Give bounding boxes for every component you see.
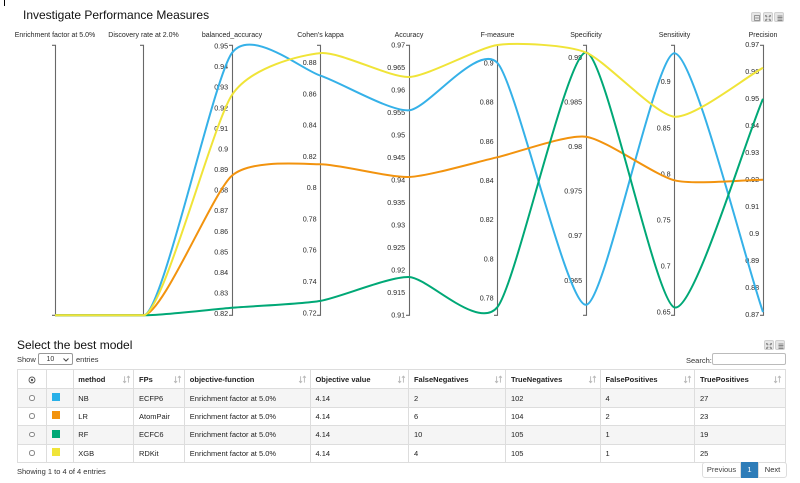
svg-text:0.82: 0.82	[214, 309, 228, 318]
svg-text:0.97: 0.97	[568, 231, 582, 240]
svg-text:Sensitivity: Sensitivity	[659, 32, 691, 39]
svg-text:0.93: 0.93	[214, 83, 228, 92]
svg-text:0.98: 0.98	[568, 142, 582, 151]
svg-text:0.97: 0.97	[745, 40, 759, 49]
svg-text:0.65: 0.65	[657, 308, 671, 317]
svg-text:0.975: 0.975	[564, 187, 582, 196]
svg-text:balanced_accuracy: balanced_accuracy	[202, 32, 263, 39]
svg-text:0.86: 0.86	[480, 137, 494, 146]
svg-text:0.935: 0.935	[387, 198, 405, 207]
svg-text:0.93: 0.93	[391, 221, 405, 230]
svg-text:0.9: 0.9	[749, 229, 759, 238]
svg-text:0.84: 0.84	[480, 176, 494, 185]
svg-text:0.925: 0.925	[387, 243, 405, 252]
svg-text:0.88: 0.88	[303, 58, 317, 67]
svg-text:0.91: 0.91	[214, 124, 228, 133]
svg-text:Accuracy: Accuracy	[395, 32, 424, 39]
svg-text:Enrichment factor at 5.0%: Enrichment factor at 5.0%	[15, 32, 96, 39]
svg-text:0.915: 0.915	[387, 288, 405, 297]
svg-text:0.85: 0.85	[214, 247, 228, 256]
svg-text:0.78: 0.78	[480, 294, 494, 303]
svg-text:Cohen's kappa: Cohen's kappa	[297, 32, 344, 39]
svg-text:0.9: 0.9	[484, 58, 494, 67]
svg-text:0.87: 0.87	[745, 310, 759, 319]
svg-text:0.965: 0.965	[387, 63, 405, 72]
svg-text:0.985: 0.985	[564, 98, 582, 107]
svg-text:0.92: 0.92	[391, 266, 405, 275]
svg-text:0.9: 0.9	[661, 77, 671, 86]
svg-text:0.8: 0.8	[661, 169, 671, 178]
svg-text:0.7: 0.7	[661, 262, 671, 271]
svg-text:F-measure: F-measure	[481, 32, 515, 39]
svg-text:0.85: 0.85	[657, 123, 671, 132]
svg-text:0.94: 0.94	[391, 176, 405, 185]
svg-text:0.945: 0.945	[387, 153, 405, 162]
svg-text:0.84: 0.84	[214, 268, 228, 277]
svg-text:0.82: 0.82	[303, 152, 317, 161]
svg-text:Specificity: Specificity	[570, 32, 602, 39]
svg-text:0.84: 0.84	[303, 121, 317, 130]
svg-text:0.965: 0.965	[564, 276, 582, 285]
svg-text:0.89: 0.89	[745, 256, 759, 265]
svg-text:0.96: 0.96	[745, 67, 759, 76]
svg-text:0.9: 0.9	[218, 144, 228, 153]
svg-text:0.89: 0.89	[214, 165, 228, 174]
svg-text:0.8: 0.8	[307, 183, 317, 192]
svg-text:0.86: 0.86	[214, 227, 228, 236]
svg-text:0.97: 0.97	[391, 41, 405, 50]
svg-text:0.72: 0.72	[303, 308, 317, 317]
svg-text:Discovery rate at 2.0%: Discovery rate at 2.0%	[108, 32, 178, 39]
svg-text:0.92: 0.92	[214, 103, 228, 112]
svg-text:0.87: 0.87	[214, 206, 228, 215]
svg-text:0.86: 0.86	[303, 89, 317, 98]
svg-text:0.99: 0.99	[568, 53, 582, 62]
svg-text:0.95: 0.95	[391, 131, 405, 140]
svg-text:Precision: Precision	[749, 32, 778, 39]
svg-text:0.95: 0.95	[745, 94, 759, 103]
svg-text:0.94: 0.94	[214, 62, 228, 71]
svg-text:0.88: 0.88	[480, 98, 494, 107]
svg-text:0.8: 0.8	[484, 254, 494, 263]
svg-text:0.78: 0.78	[303, 214, 317, 223]
svg-text:0.83: 0.83	[214, 289, 228, 298]
svg-text:0.76: 0.76	[303, 246, 317, 255]
svg-text:0.955: 0.955	[387, 108, 405, 117]
svg-text:0.96: 0.96	[391, 86, 405, 95]
svg-text:0.74: 0.74	[303, 277, 317, 286]
svg-text:0.82: 0.82	[480, 215, 494, 224]
svg-text:0.75: 0.75	[657, 215, 671, 224]
svg-text:0.88: 0.88	[745, 283, 759, 292]
svg-text:0.95: 0.95	[214, 42, 228, 51]
svg-text:0.91: 0.91	[391, 311, 405, 320]
svg-text:0.93: 0.93	[745, 148, 759, 157]
svg-text:0.91: 0.91	[745, 202, 759, 211]
